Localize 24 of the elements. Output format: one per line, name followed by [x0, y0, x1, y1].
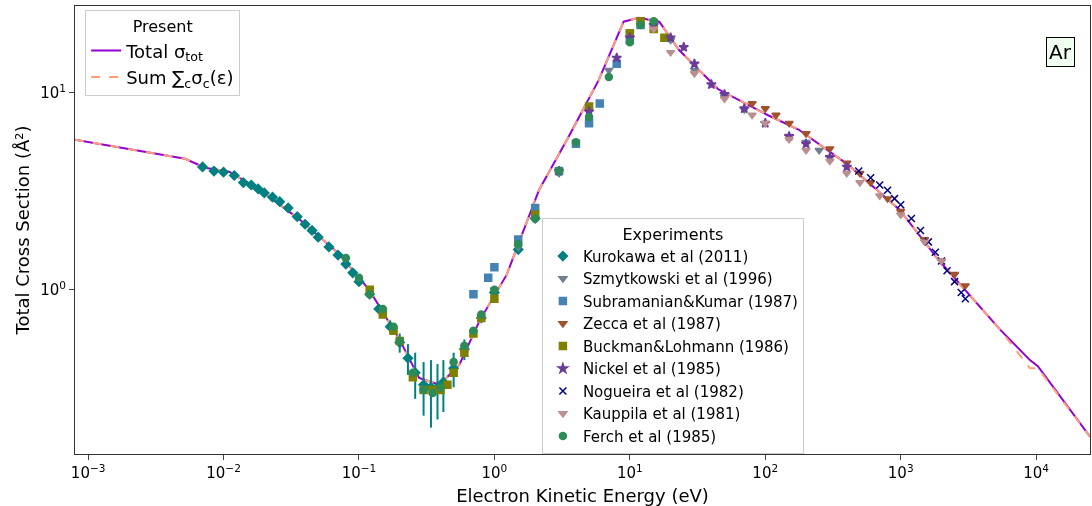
x-tick-label: 10$^{1}$ [616, 461, 643, 482]
legend-label: Zecca et al (1987) [582, 315, 721, 334]
legend-label: Sum ∑$_{c}$σ$_{c}$(ε) [126, 66, 234, 91]
legend-label: Szmytkowski et al (1996) [582, 270, 773, 289]
x-axis-title: Electron Kinetic Energy (eV) [456, 485, 709, 506]
text: Experiments [622, 224, 724, 244]
annotation: Ar [1049, 40, 1072, 64]
legend-label: Nickel et al (1985) [582, 360, 721, 379]
x-tick-label: 10$^{4}$ [1023, 461, 1050, 482]
legend-label: Kurokawa et al (2011) [582, 247, 749, 266]
legend-label: Subramanian&Kumar (1987) [582, 292, 798, 311]
x-tick-label: 10$^{−2}$ [206, 461, 241, 482]
legend-label: Total σ$_{tot}$ [125, 40, 203, 65]
x-tick-label: 10$^{−3}$ [70, 461, 106, 482]
legend-label: Buckman&Lohmann (1986) [582, 337, 789, 356]
x-tick-label: 10$^{0}$ [481, 461, 508, 482]
legend-label: Ferch et al (1985) [582, 427, 717, 446]
x-tick-label: 10$^{3}$ [887, 461, 914, 482]
x-tick-label: 10$^{2}$ [752, 461, 779, 482]
x-tick-label: 10$^{−1}$ [341, 461, 377, 482]
legend-label: Nogueira et al (1982) [582, 382, 744, 401]
legend-label: Kauppila et al (1981) [582, 405, 741, 424]
y-axis-title: Total Cross Section (Å²) [12, 125, 33, 336]
text: Present [132, 17, 193, 37]
